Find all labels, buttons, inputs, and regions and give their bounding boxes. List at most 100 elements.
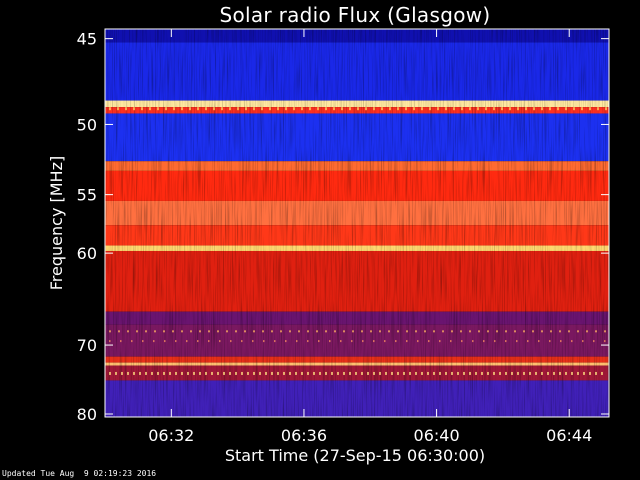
burst-speck (293, 107, 295, 111)
burst-speck (527, 340, 529, 343)
burst-speck (163, 330, 165, 333)
burst-speck (109, 371, 111, 375)
burst-speck (181, 107, 183, 111)
burst-speck (169, 371, 171, 375)
y-tick-label: 45 (77, 30, 97, 49)
burst-speck (317, 107, 319, 111)
burst-speck (496, 330, 498, 333)
burst-speck (318, 340, 320, 343)
burst-speck (298, 330, 300, 333)
burst-speck (175, 340, 177, 343)
burst-speck (136, 330, 138, 333)
burst-speck (265, 371, 267, 375)
burst-speck (370, 330, 372, 333)
burst-speck (453, 107, 455, 111)
burst-speck (121, 371, 123, 375)
plot-frame (104, 28, 610, 418)
burst-speck (559, 371, 561, 375)
burst-speck (186, 340, 188, 343)
burst-speck (329, 340, 331, 343)
burst-speck (259, 371, 261, 375)
burst-speck (109, 107, 111, 111)
burst-speck (413, 107, 415, 111)
burst-speck (589, 371, 591, 375)
burst-speck (357, 107, 359, 111)
burst-speck (593, 340, 595, 343)
burst-speck (439, 340, 441, 343)
burst-speck (325, 371, 327, 375)
burst-speck (493, 107, 495, 111)
burst-speck (341, 107, 343, 111)
burst-speck (389, 107, 391, 111)
burst-speck (397, 107, 399, 111)
burst-speck (577, 330, 579, 333)
burst-speck (582, 340, 584, 343)
burst-speck (509, 107, 511, 111)
burst-speck (505, 330, 507, 333)
burst-speck (367, 371, 369, 375)
burst-speck (451, 371, 453, 375)
burst-speck (193, 371, 195, 375)
burst-speck (421, 107, 423, 111)
burst-speck (117, 107, 119, 111)
burst-speck (373, 371, 375, 375)
burst-speck (373, 107, 375, 111)
burst-speck (139, 371, 141, 375)
burst-speck (384, 340, 386, 343)
burst-speck (181, 330, 183, 333)
burst-speck (469, 107, 471, 111)
burst-speck (331, 371, 333, 375)
burst-speck (175, 371, 177, 375)
burst-speck (301, 371, 303, 375)
burst-speck (460, 330, 462, 333)
burst-speck (208, 330, 210, 333)
burst-speck (557, 107, 559, 111)
burst-speck (424, 330, 426, 333)
burst-speck (415, 371, 417, 375)
burst-speck (289, 330, 291, 333)
burst-speck (406, 330, 408, 333)
burst-speck (125, 107, 127, 111)
y-axis-label: Frequency [MHz] (47, 156, 66, 290)
burst-speck (153, 340, 155, 343)
burst-speck (397, 330, 399, 333)
burst-speck (263, 340, 265, 343)
burst-speck (219, 340, 221, 343)
x-tick-label: 06:44 (546, 426, 592, 445)
burst-speck (505, 371, 507, 375)
burst-speck (253, 107, 255, 111)
burst-speck (343, 371, 345, 375)
burst-speck (261, 107, 263, 111)
burst-speck (115, 371, 117, 375)
burst-speck (373, 340, 375, 343)
burst-speck (199, 330, 201, 333)
burst-speck (533, 107, 535, 111)
burst-speck (247, 371, 249, 375)
burst-speck (405, 107, 407, 111)
streak-overlay (105, 29, 609, 417)
burst-speck (173, 107, 175, 111)
burst-speck (577, 371, 579, 375)
burst-speck (379, 330, 381, 333)
burst-speck (127, 371, 129, 375)
burst-speck (433, 330, 435, 333)
burst-speck (549, 107, 551, 111)
burst-speck (245, 107, 247, 111)
burst-speck (437, 107, 439, 111)
y-tick-label: 50 (77, 115, 97, 134)
burst-speck (325, 330, 327, 333)
updated-timestamp: Updated Tue Aug 9 02:19:23 2016 (2, 469, 157, 478)
burst-speck (487, 371, 489, 375)
burst-speck (483, 340, 485, 343)
burst-speck (511, 371, 513, 375)
burst-speck (352, 330, 354, 333)
burst-speck (417, 340, 419, 343)
burst-speck (262, 330, 264, 333)
burst-speck (213, 107, 215, 111)
burst-speck (427, 371, 429, 375)
burst-speck (406, 340, 408, 343)
burst-speck (189, 107, 191, 111)
burst-speck (365, 107, 367, 111)
burst-speck (601, 371, 603, 375)
burst-speck (523, 371, 525, 375)
